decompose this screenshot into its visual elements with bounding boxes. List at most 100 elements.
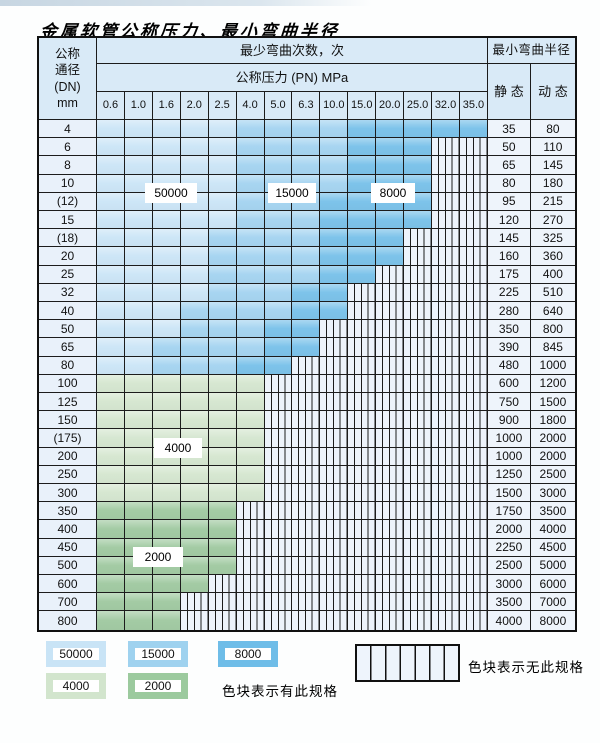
no-spec-cell <box>348 611 377 630</box>
no-spec-cell <box>404 338 433 357</box>
spec-available-cell <box>180 320 209 339</box>
spec-available-cell <box>124 374 153 394</box>
spec-available-cell <box>180 556 209 576</box>
spec-available-cell <box>180 338 209 357</box>
no-spec-cell <box>376 593 405 612</box>
legend: 50000 15000 8000 4000 2000 色块表示有此规格 色块表示无此规… <box>0 633 600 743</box>
no-spec-cell <box>376 429 405 448</box>
no-spec-cell <box>264 393 293 412</box>
spec-available-cell <box>236 320 265 339</box>
spec-available-cell <box>236 283 265 303</box>
spec-available-cell <box>264 211 293 230</box>
spec-available-cell <box>320 211 349 230</box>
spec-available-cell <box>180 156 209 175</box>
bend-cycle-count-label: 15000 <box>268 183 316 203</box>
spec-available-cell <box>459 120 488 139</box>
spec-available-cell <box>292 138 321 157</box>
spec-available-cell <box>208 356 237 375</box>
dynamic-radius-value: 5000 <box>530 556 575 576</box>
spec-available-cell <box>348 156 377 175</box>
spec-available-cell <box>124 356 153 375</box>
no-spec-cell <box>376 502 405 521</box>
no-spec-cell <box>404 502 433 521</box>
no-spec-cell <box>459 138 488 157</box>
spec-available-cell <box>404 138 433 157</box>
static-radius-value: 1500 <box>487 484 531 503</box>
no-spec-cell <box>348 393 377 412</box>
spec-available-cell <box>264 338 293 357</box>
no-spec-cell <box>432 484 460 503</box>
static-radius-value: 350 <box>487 320 531 339</box>
no-spec-cell <box>404 283 433 303</box>
spec-available-cell <box>376 247 405 266</box>
dn-row-label: 200 <box>39 447 97 466</box>
no-spec-cell <box>264 411 293 430</box>
spec-available-cell <box>180 484 209 503</box>
no-spec-cell <box>459 484 488 503</box>
spec-available-cell <box>348 174 377 193</box>
dn-row-label: (12) <box>39 192 97 212</box>
spec-available-cell <box>236 465 265 485</box>
no-spec-cell <box>208 575 237 594</box>
dynamic-radius-value: 145 <box>530 156 575 175</box>
no-spec-cell <box>459 502 488 521</box>
static-radius-value: 1000 <box>487 429 531 448</box>
static-radius-value: 1750 <box>487 502 531 521</box>
spec-available-cell <box>97 211 125 230</box>
no-spec-cell <box>292 575 321 594</box>
spec-available-cell <box>124 447 153 466</box>
no-spec-cell <box>459 429 488 448</box>
spec-available-cell <box>152 575 181 594</box>
no-spec-cell <box>348 593 377 612</box>
legend-swatch-50000: 50000 <box>46 641 106 667</box>
spec-available-cell <box>348 211 377 230</box>
spec-available-cell <box>208 120 237 139</box>
spec-available-cell <box>292 283 321 303</box>
no-spec-cell <box>459 575 488 594</box>
spec-available-cell <box>97 484 125 503</box>
dynamic-radius-value: 7000 <box>530 593 575 612</box>
pressure-header-value: 5.0 <box>264 92 293 120</box>
spec-available-cell <box>97 447 125 466</box>
no-spec-cell <box>376 356 405 375</box>
spec-available-cell <box>124 120 153 139</box>
spec-available-cell <box>180 138 209 157</box>
dn-row-label: 500 <box>39 556 97 576</box>
dn-row-label: 4 <box>39 120 97 139</box>
static-radius-value: 65 <box>487 156 531 175</box>
spec-available-cell <box>208 393 237 412</box>
dn-row-label: 450 <box>39 538 97 557</box>
dn-header-line: (DN) <box>54 79 81 94</box>
dynamic-radius-value: 4000 <box>530 520 575 539</box>
dn-row-label: 65 <box>39 338 97 357</box>
spec-available-cell <box>208 138 237 157</box>
no-spec-cell <box>348 283 377 303</box>
no-spec-cell <box>180 611 209 630</box>
dn-row-label: 6 <box>39 138 97 157</box>
pressure-header-value: 20.0 <box>376 92 405 120</box>
no-spec-cell <box>208 611 237 630</box>
spec-available-cell <box>292 229 321 248</box>
static-radius-value: 120 <box>487 211 531 230</box>
legend-swatch-label: 15000 <box>141 647 175 661</box>
no-spec-cell <box>348 575 377 594</box>
spec-available-cell <box>97 575 125 594</box>
spec-available-cell <box>152 247 181 266</box>
legend-swatch-label: 8000 <box>234 647 262 661</box>
spec-available-cell <box>292 211 321 230</box>
spec-available-cell <box>97 174 125 193</box>
spec-available-cell <box>320 247 349 266</box>
static-radius-value: 50 <box>487 138 531 157</box>
dn-row-label: 25 <box>39 265 97 284</box>
spec-available-cell <box>264 229 293 248</box>
spec-available-cell <box>124 393 153 412</box>
pressure-header-value: 1.6 <box>152 92 181 120</box>
spec-available-cell <box>152 320 181 339</box>
no-spec-cell <box>348 338 377 357</box>
no-spec-cell <box>264 575 293 594</box>
no-spec-cell <box>404 265 433 284</box>
spec-available-cell <box>97 320 125 339</box>
dynamic-radius-value: 325 <box>530 229 575 248</box>
pressure-header-value: 25.0 <box>404 92 433 120</box>
spec-available-cell <box>236 374 265 394</box>
